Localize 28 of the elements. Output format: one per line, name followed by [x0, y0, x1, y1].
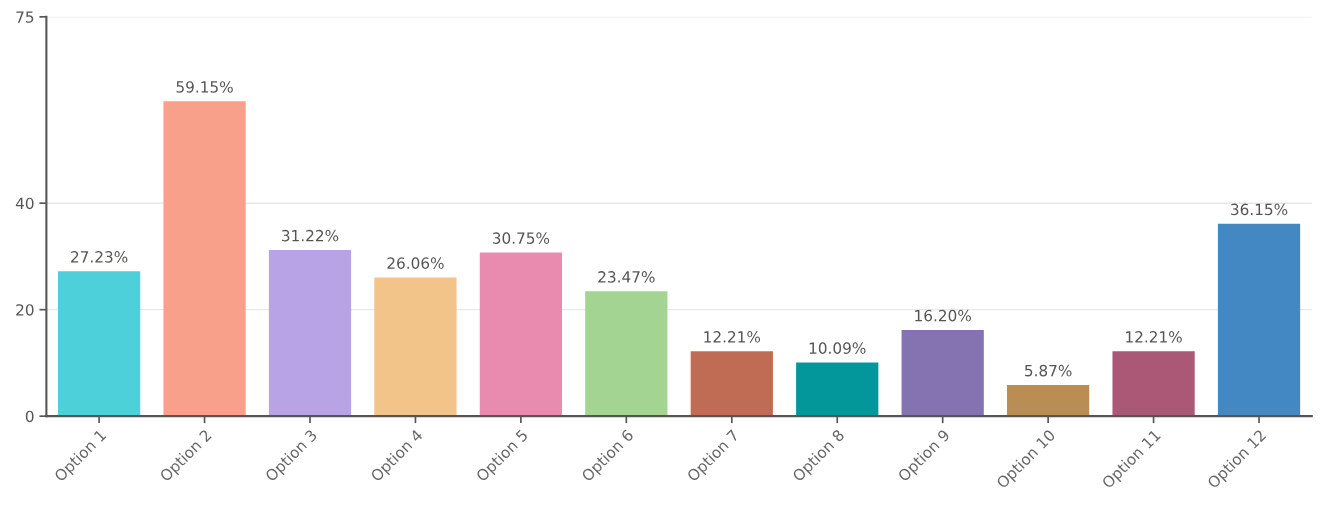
- bar: [585, 291, 668, 417]
- bar: [57, 271, 141, 417]
- data-label: 26.06%: [387, 257, 444, 269]
- y-tick-label: 20: [16, 304, 34, 316]
- data-label: 31.22%: [282, 229, 339, 242]
- bar: [796, 362, 879, 417]
- data-label: 59.15%: [176, 81, 233, 93]
- y-tick-label: 0: [25, 410, 34, 423]
- data-label: 27.23%: [71, 251, 128, 263]
- bar: [374, 277, 457, 417]
- y-tick-label: 75: [16, 11, 34, 23]
- bar: [1217, 223, 1301, 417]
- data-label: 36.15%: [1231, 203, 1288, 216]
- data-label: 5.87%: [1025, 364, 1072, 377]
- bar: [163, 101, 246, 417]
- data-label: 16.20%: [915, 309, 971, 322]
- data-label: 10.09%: [809, 342, 866, 354]
- data-label: 30.75%: [492, 232, 550, 244]
- y-tick-label: 40: [15, 197, 34, 210]
- bar: [901, 329, 984, 417]
- bar: [479, 252, 563, 417]
- bar: [268, 249, 352, 417]
- bar: [690, 351, 773, 417]
- bar: [1007, 384, 1090, 417]
- data-label: 23.47%: [598, 271, 655, 283]
- bar: [1112, 351, 1195, 417]
- data-label: 12.21%: [704, 331, 761, 343]
- data-label: 12.21%: [1126, 331, 1182, 343]
